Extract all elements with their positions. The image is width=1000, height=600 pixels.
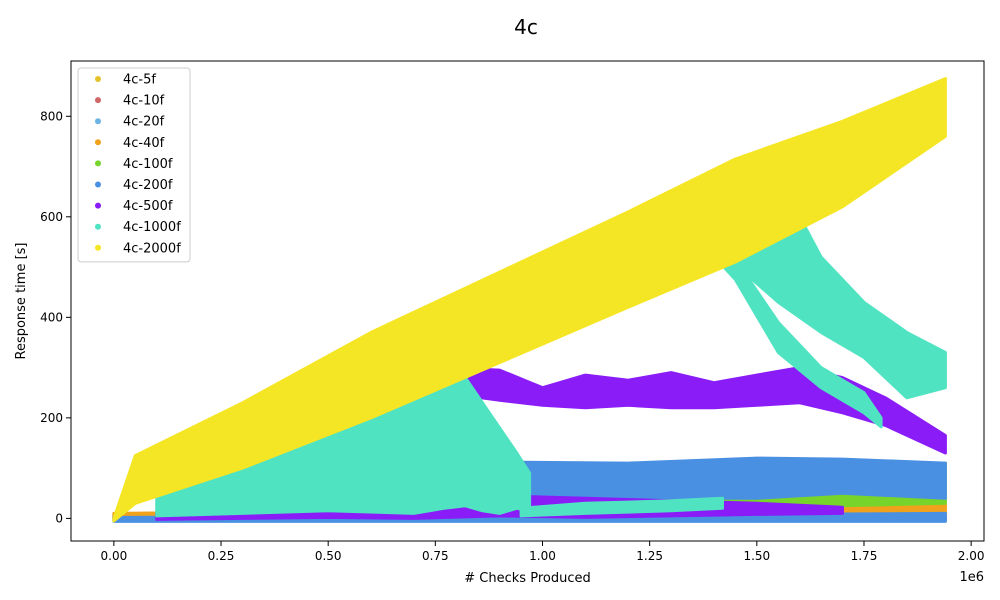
legend-marker xyxy=(95,118,101,125)
series-band-4c-1000f-2 xyxy=(691,220,883,429)
legend-item-4c-10f: 4c-10f xyxy=(95,94,165,109)
legend-marker xyxy=(95,139,101,146)
x-tick-label: 1.75 xyxy=(851,549,878,563)
legend-item-4c-1000f: 4c-1000f xyxy=(95,220,181,235)
legend-item-4c-20f: 4c-20f xyxy=(95,115,165,130)
legend-item-4c-200f: 4c-200f xyxy=(95,178,173,193)
y-axis-label: Response time [s] xyxy=(14,243,29,360)
plot-frame xyxy=(70,60,985,542)
legend-marker xyxy=(95,97,101,104)
legend-label: 4c-1000f xyxy=(123,220,181,235)
legend-item-4c-500f: 4c-500f xyxy=(95,199,173,214)
legend-marker xyxy=(95,76,101,82)
legend-item-4c-100f: 4c-100f xyxy=(95,157,173,172)
legend-marker xyxy=(95,160,101,167)
y-tick-label: 200 xyxy=(40,411,63,425)
y-axis: 0 200 400 600 800 xyxy=(40,109,71,525)
legend-marker xyxy=(95,223,101,230)
x-axis: 0.00 0.25 0.50 0.75 1.00 1.25 1.50 1.75 2.00 xyxy=(101,541,985,563)
x-tick-label: 1.00 xyxy=(529,549,556,563)
series-layer xyxy=(112,77,947,523)
legend-marker xyxy=(95,244,101,251)
x-tick-label: 1.25 xyxy=(636,549,663,563)
legend-label: 4c-2000f xyxy=(123,241,181,256)
series-band-4c-500f-0 xyxy=(442,366,947,455)
legend-label: 4c-10f xyxy=(123,94,165,109)
x-tick-label: 0.50 xyxy=(315,549,342,563)
legend-item-4c-2000f: 4c-2000f xyxy=(95,241,181,256)
x-tick-label: 0.75 xyxy=(422,549,449,563)
series-band-4c-1000f-3 xyxy=(519,496,724,518)
legend-item-4c-5f: 4c-5f xyxy=(95,73,156,88)
legend-label: 4c-20f xyxy=(123,115,165,130)
y-tick-label: 600 xyxy=(40,210,63,224)
legend: 4c-5f 4c-10f 4c-20f 4c-40f 4c-100f 4c-200f 4c-… xyxy=(77,67,191,263)
x-tick-label: 1.50 xyxy=(743,549,770,563)
legend-item-4c-40f: 4c-40f xyxy=(95,136,165,151)
series-4c-2000f xyxy=(112,77,947,523)
x-axis-label: # Checks Produced xyxy=(464,571,590,586)
y-tick-label: 0 xyxy=(55,511,63,525)
legend-label: 4c-40f xyxy=(123,136,165,151)
x-axis-offset-label: 1e6 xyxy=(959,570,984,585)
chart-title: 4c xyxy=(514,15,538,39)
y-tick-label: 800 xyxy=(40,109,63,123)
series-band-4c-2000f-1 xyxy=(519,220,686,309)
x-tick-label: 2.00 xyxy=(958,549,985,563)
legend-label: 4c-200f xyxy=(123,178,173,193)
legend-box xyxy=(77,67,191,263)
legend-label: 4c-500f xyxy=(123,199,173,214)
legend-marker xyxy=(95,181,101,188)
y-tick-label: 400 xyxy=(40,310,63,324)
x-tick-label: 0.00 xyxy=(101,549,128,563)
x-tick-label: 0.25 xyxy=(208,549,235,563)
legend-marker xyxy=(95,202,101,209)
legend-label: 4c-100f xyxy=(123,157,173,172)
legend-label: 4c-5f xyxy=(123,73,156,88)
